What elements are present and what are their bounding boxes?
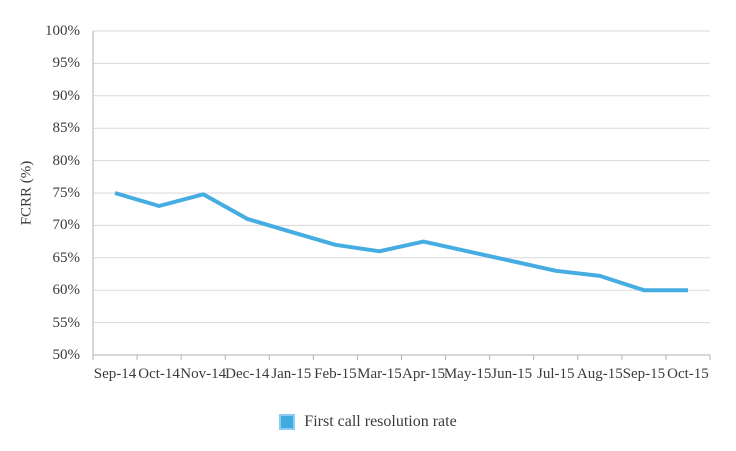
legend-swatch — [279, 414, 296, 430]
x-axis-tick-label: May-15 — [443, 366, 492, 382]
x-axis-tick-label: Sep-14 — [93, 366, 137, 382]
y-axis-tick-label: 55% — [52, 314, 81, 331]
x-axis-tick-label: Oct-15 — [667, 366, 709, 382]
legend: First call resolution rate — [0, 413, 736, 431]
x-axis-tick-label: Jun-15 — [491, 366, 533, 382]
x-axis-tick-label: Mar-15 — [357, 366, 402, 382]
y-axis-tick-label: 90% — [52, 87, 81, 104]
y-axis-tick-label: 100% — [45, 23, 80, 39]
x-axis-tick-label: Jan-15 — [271, 366, 312, 382]
y-axis-tick-label: 85% — [52, 120, 81, 137]
x-axis-tick-label: Aug-15 — [576, 366, 623, 382]
y-axis-tick-label: 95% — [52, 55, 81, 72]
y-axis-tick-label: 60% — [52, 282, 81, 299]
y-axis-tick-label: 50% — [52, 347, 81, 363]
x-axis-tick-label: Sep-15 — [622, 366, 666, 382]
y-axis-tick-label: 70% — [52, 217, 81, 234]
y-axis-tick-label: 80% — [52, 152, 81, 169]
y-axis-tick-label: 65% — [52, 249, 81, 266]
x-axis-tick-label: Dec-14 — [225, 366, 270, 382]
fcrr-line-series — [114, 191, 688, 293]
x-axis-tick-label: Feb-15 — [314, 366, 357, 382]
x-axis-tick-label: Nov-14 — [180, 366, 227, 382]
x-axis-tick-label: Oct-14 — [138, 366, 180, 382]
legend-series-label: First call resolution rate — [304, 413, 457, 430]
y-axis-tick-label: 75% — [52, 185, 81, 201]
x-axis-tick-label: Apr-15 — [402, 366, 446, 382]
x-axis-tick-label: Jul-15 — [537, 366, 575, 382]
